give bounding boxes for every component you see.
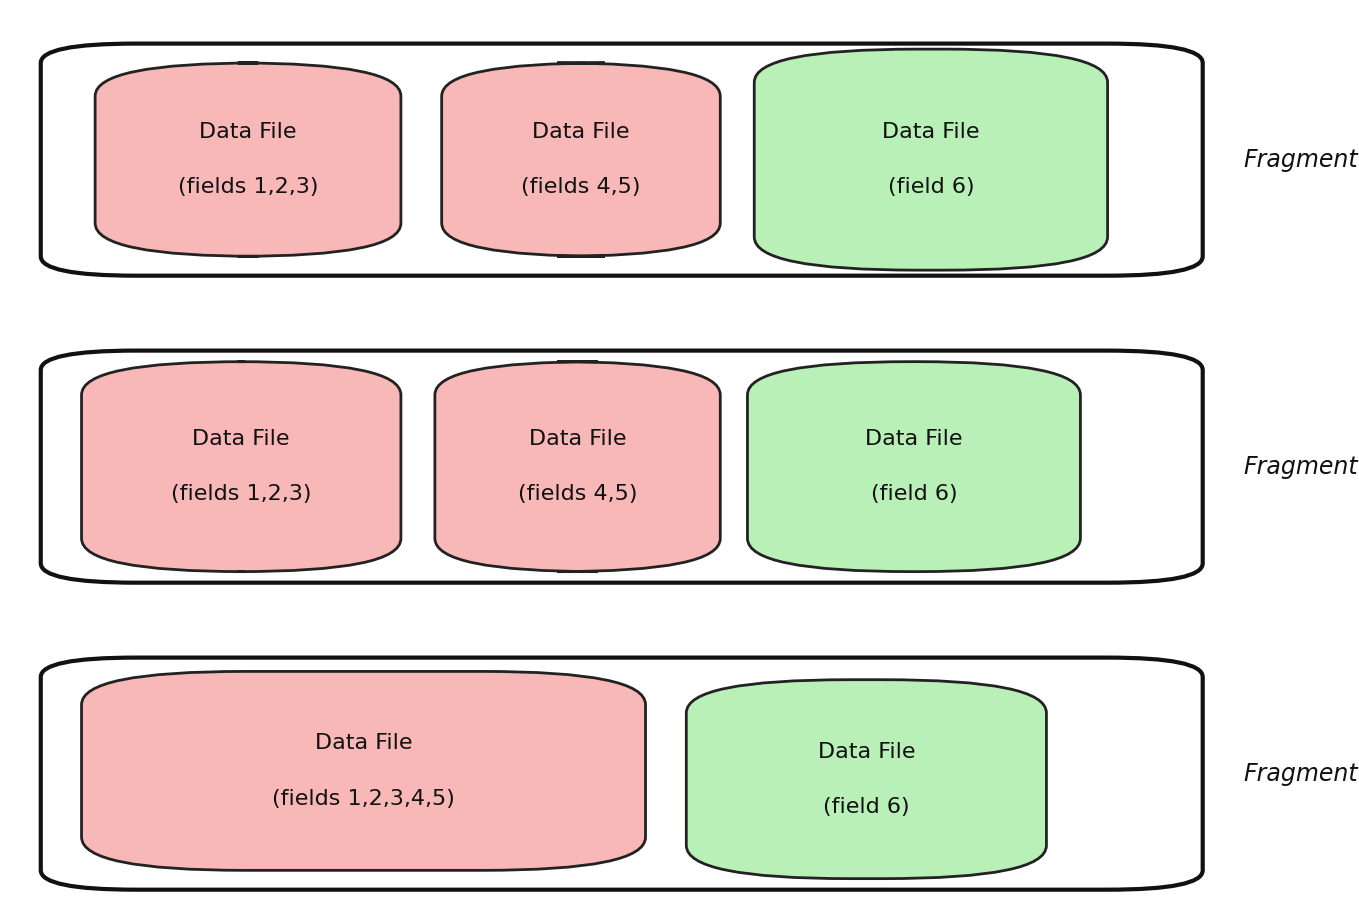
Text: Fragment: Fragment — [1243, 762, 1358, 786]
Text: (fields 4,5): (fields 4,5) — [522, 177, 640, 197]
Text: (fields 1,2,3): (fields 1,2,3) — [171, 484, 311, 505]
FancyBboxPatch shape — [82, 671, 646, 870]
Text: Fragment: Fragment — [1243, 147, 1358, 171]
FancyBboxPatch shape — [442, 63, 720, 256]
FancyBboxPatch shape — [41, 43, 1203, 275]
Text: (fields 1,2,3): (fields 1,2,3) — [178, 177, 318, 197]
Text: Data File: Data File — [200, 122, 296, 142]
Text: Data File: Data File — [193, 429, 289, 449]
FancyBboxPatch shape — [41, 658, 1203, 890]
Text: (fields 4,5): (fields 4,5) — [518, 484, 637, 505]
FancyBboxPatch shape — [747, 362, 1080, 572]
Text: Data File: Data File — [533, 122, 629, 142]
Text: Data File: Data File — [818, 741, 915, 762]
FancyBboxPatch shape — [435, 362, 720, 572]
Text: Data File: Data File — [866, 429, 962, 449]
FancyBboxPatch shape — [95, 63, 401, 256]
FancyBboxPatch shape — [82, 362, 401, 572]
Text: Data File: Data File — [882, 122, 980, 142]
Text: Fragment: Fragment — [1243, 455, 1358, 479]
Text: (field 6): (field 6) — [824, 797, 909, 817]
FancyBboxPatch shape — [41, 351, 1203, 583]
Text: Data File: Data File — [315, 733, 412, 753]
FancyBboxPatch shape — [686, 680, 1046, 879]
FancyBboxPatch shape — [754, 49, 1108, 270]
Text: (field 6): (field 6) — [887, 177, 974, 197]
Text: (field 6): (field 6) — [871, 484, 957, 505]
Text: Data File: Data File — [529, 429, 626, 449]
Text: (fields 1,2,3,4,5): (fields 1,2,3,4,5) — [272, 788, 455, 809]
